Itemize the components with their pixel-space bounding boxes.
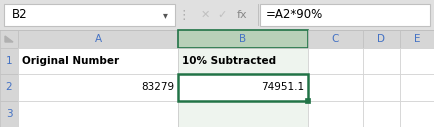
Bar xyxy=(0,29,434,30)
Text: Original Number: Original Number xyxy=(22,56,119,66)
Text: 83279: 83279 xyxy=(141,83,174,92)
Text: 1: 1 xyxy=(6,56,12,66)
Bar xyxy=(18,74,178,101)
Bar xyxy=(400,30,434,48)
Bar xyxy=(18,101,178,127)
Text: ✕: ✕ xyxy=(201,10,210,20)
Text: ✓: ✓ xyxy=(217,10,227,20)
Text: ⋮: ⋮ xyxy=(178,9,190,21)
Bar xyxy=(305,98,310,103)
Bar xyxy=(400,48,434,74)
Bar xyxy=(400,101,434,127)
Text: D: D xyxy=(378,34,385,44)
Text: =A2*90%: =A2*90% xyxy=(266,9,323,21)
Bar xyxy=(363,30,400,48)
Bar xyxy=(178,30,308,48)
Text: fx: fx xyxy=(237,10,247,20)
Text: ▾: ▾ xyxy=(163,10,168,20)
Bar xyxy=(178,74,308,101)
Text: C: C xyxy=(332,34,339,44)
Bar xyxy=(178,101,308,127)
Text: E: E xyxy=(414,34,420,44)
Bar xyxy=(258,4,259,26)
Bar xyxy=(18,48,178,74)
Text: 2: 2 xyxy=(6,83,12,92)
Bar xyxy=(308,48,363,74)
Text: 10% Subtracted: 10% Subtracted xyxy=(182,56,276,66)
Bar xyxy=(363,48,400,74)
Bar xyxy=(178,48,308,74)
Text: B2: B2 xyxy=(12,9,28,21)
Bar xyxy=(18,30,178,48)
Bar xyxy=(0,30,18,48)
Bar xyxy=(0,101,18,127)
Bar xyxy=(308,30,363,48)
Bar xyxy=(0,0,434,30)
Bar xyxy=(0,30,434,48)
Polygon shape xyxy=(5,36,13,42)
Text: 3: 3 xyxy=(6,109,12,119)
Bar xyxy=(308,101,363,127)
Bar xyxy=(260,4,430,26)
Bar xyxy=(0,48,18,74)
Bar xyxy=(4,4,175,26)
Text: 74951.1: 74951.1 xyxy=(261,83,304,92)
Bar xyxy=(400,74,434,101)
Text: A: A xyxy=(95,34,102,44)
Text: B: B xyxy=(240,34,247,44)
Bar xyxy=(363,74,400,101)
Bar xyxy=(363,101,400,127)
Bar xyxy=(0,74,18,101)
Bar xyxy=(308,74,363,101)
